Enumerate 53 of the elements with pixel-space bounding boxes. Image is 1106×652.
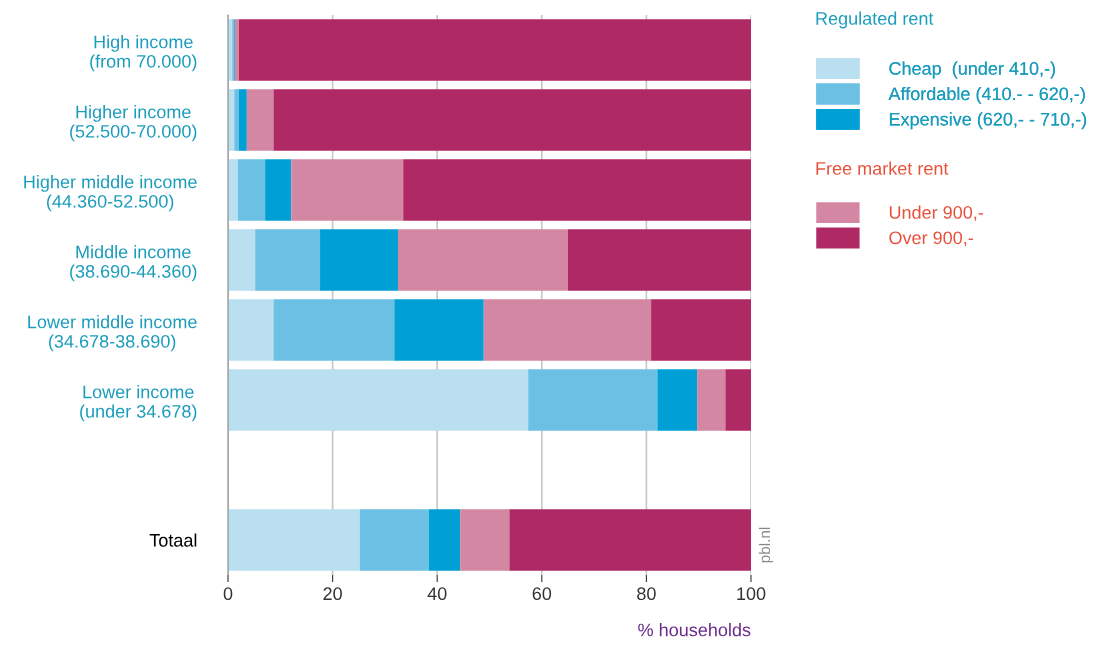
bar (273, 299, 395, 361)
bar (359, 509, 429, 571)
bar (403, 159, 751, 221)
bar (238, 19, 751, 81)
bar (228, 229, 256, 291)
x-tick-label: 0 (223, 587, 233, 601)
bar (255, 229, 321, 291)
x-tick-label: 80 (637, 587, 656, 601)
x-tick-label: 60 (532, 587, 552, 601)
y-tick-label: Middle income (38.690-44.360) (70, 245, 197, 282)
bar (657, 369, 698, 431)
bar (509, 509, 751, 571)
y-tick-label: Higher middle income (44.360-52.500) (24, 175, 197, 212)
y-tick-label: Higher income (52.500-70.000) (70, 105, 197, 142)
bar (528, 369, 658, 431)
text: pbl.nl (758, 527, 774, 563)
bar (460, 509, 510, 571)
bar (273, 89, 751, 151)
x-axis-title: % households (638, 623, 751, 637)
bar (397, 229, 568, 291)
text: Regulated rent (816, 11, 934, 29)
bar (237, 159, 266, 221)
legend-label: Over 900,- (889, 231, 973, 247)
bar (228, 299, 274, 361)
bar (651, 299, 751, 361)
y-tick-label: Lower middle income (34.678-38.690) (28, 315, 197, 352)
bar (238, 89, 247, 151)
bar (428, 509, 461, 571)
bar (228, 509, 360, 571)
text: Free market rent (816, 161, 949, 175)
bar (246, 89, 274, 151)
bar (697, 369, 726, 431)
x-tick-label: 20 (323, 587, 342, 601)
bar (483, 299, 652, 361)
legend-label: Affordable (410.- - 620,-) (888, 86, 1085, 104)
bar (291, 159, 404, 221)
bar (320, 229, 398, 291)
y-tick-label: High income (from 70.000) (90, 35, 197, 72)
bar (234, 89, 239, 151)
bar (394, 299, 484, 361)
bar (725, 369, 751, 431)
x-tick-label: 40 (427, 587, 447, 601)
bar (228, 369, 529, 431)
bar (567, 229, 751, 291)
legend-label: Expensive (620,- - 710,-) (889, 112, 1087, 130)
x-tick-label: 100 (737, 587, 766, 601)
y-tick-label: Lower income (under 34.678) (80, 385, 197, 422)
bar (234, 19, 239, 81)
legend-label: Under 900,- (889, 205, 984, 221)
legend-label: Cheap (under 410,-) (889, 61, 1055, 79)
bar (228, 159, 238, 221)
bar (265, 159, 292, 221)
y-tick-label: Totaal (149, 533, 197, 547)
